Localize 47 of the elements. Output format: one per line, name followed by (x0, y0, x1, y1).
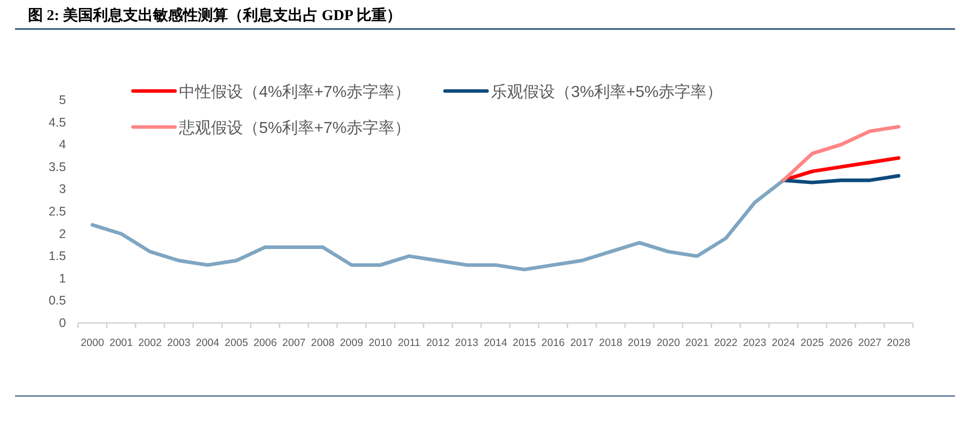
y-tick-label: 0 (59, 316, 66, 330)
line-series (782, 124, 900, 182)
x-tick-label: 2022 (714, 337, 738, 349)
x-tick-label: 2024 (772, 337, 796, 349)
x-tick-label: 2012 (426, 337, 450, 349)
x-tick-label: 2010 (368, 337, 392, 349)
x-tick-label: 2002 (138, 337, 162, 349)
x-tick-label: 2008 (311, 337, 335, 349)
x-tick-label: 2016 (541, 337, 565, 349)
x-tick-label: 2018 (598, 337, 623, 349)
legend-label: 乐观假设（3%利率+5%赤字率） (491, 83, 723, 101)
x-tick-label: 2025 (800, 337, 824, 349)
x-tick-label: 2021 (685, 337, 709, 349)
x-tick-label: 2020 (656, 337, 680, 349)
x-tick-label: 2003 (167, 337, 191, 349)
y-tick-label: 5 (59, 93, 66, 107)
x-tick-label: 2009 (340, 337, 364, 349)
x-tick-label: 2028 (886, 337, 910, 349)
x-tick-label: 2027 (858, 337, 882, 349)
x-tick-label: 2005 (224, 337, 248, 349)
x-tick-label: 2019 (628, 337, 652, 349)
y-tick-label: 2.5 (48, 204, 66, 218)
x-tick-label: 2026 (829, 337, 853, 349)
legend-label: 悲观假设（5%利率+7%赤字率） (178, 119, 411, 137)
legend-label: 中性假设（4%利率+7%赤字率） (179, 83, 411, 101)
x-tick-label: 2017 (570, 337, 594, 349)
x-tick-label: 2013 (455, 337, 479, 349)
line-series (90, 178, 786, 272)
x-tick-label: 2000 (80, 337, 104, 349)
y-tick-label: 3 (59, 182, 66, 196)
y-tick-label: 1.5 (48, 249, 66, 264)
x-tick-label: 2001 (110, 337, 134, 349)
x-tick-label: 2015 (512, 337, 536, 349)
x-tick-label: 2006 (253, 337, 277, 349)
x-tick-label: 2007 (282, 337, 306, 349)
line-series (782, 156, 900, 182)
chart-title: 图 2: 美国利息支出敏感性测算（利息支出占 GDP 比重） (28, 6, 402, 24)
y-tick-label: 3.5 (48, 160, 66, 174)
y-tick-label: 1 (59, 271, 66, 286)
x-tick-label: 2004 (196, 337, 220, 349)
y-tick-label: 0.5 (48, 294, 66, 308)
x-tick-label: 2014 (484, 337, 508, 349)
x-tick-label: 2023 (742, 337, 766, 349)
x-tick-label: 2011 (398, 337, 421, 349)
y-tick-label: 4.5 (48, 115, 66, 130)
y-tick-label: 2 (59, 226, 66, 241)
y-tick-label: 4 (59, 138, 66, 152)
